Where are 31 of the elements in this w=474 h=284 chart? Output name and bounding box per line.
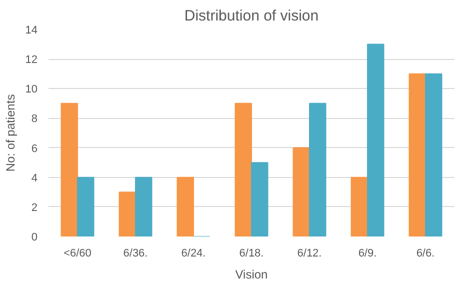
y-tick-label: 6 <box>31 142 38 155</box>
bar <box>425 73 442 236</box>
y-tick-label: 10 <box>25 84 38 96</box>
bar <box>251 162 268 236</box>
bar <box>350 176 368 236</box>
y-tick-label: 2 <box>31 202 38 214</box>
bar <box>309 102 326 236</box>
x-tick-label: 6/36. <box>123 248 148 260</box>
y-axis-title: No: of patients <box>3 94 18 172</box>
bar <box>292 147 310 236</box>
x-axis-title: Vision <box>235 268 268 282</box>
y-tick-label: 4 <box>31 172 38 184</box>
bar <box>60 102 78 236</box>
x-tick-label: <6/60 <box>64 248 92 260</box>
bar <box>367 44 384 236</box>
y-tick-label: 12 <box>25 54 38 66</box>
x-tick-label: 6/6. <box>416 248 435 260</box>
bar <box>118 192 136 236</box>
x-tick-label: 6/12. <box>297 248 322 260</box>
bar <box>176 176 194 236</box>
x-tick-label: 6/18. <box>239 248 264 260</box>
x-tick-label: 6/9. <box>358 248 377 260</box>
chart-title: Distribution of vision <box>184 8 319 24</box>
bar <box>135 176 152 236</box>
bar <box>234 102 252 236</box>
bar <box>77 176 94 236</box>
y-tick-label: 8 <box>31 113 38 126</box>
y-tick-label: 0 <box>31 232 38 244</box>
y-tick-label: 14 <box>25 24 38 36</box>
bar <box>408 73 426 236</box>
x-tick-label: 6/24. <box>181 248 206 260</box>
